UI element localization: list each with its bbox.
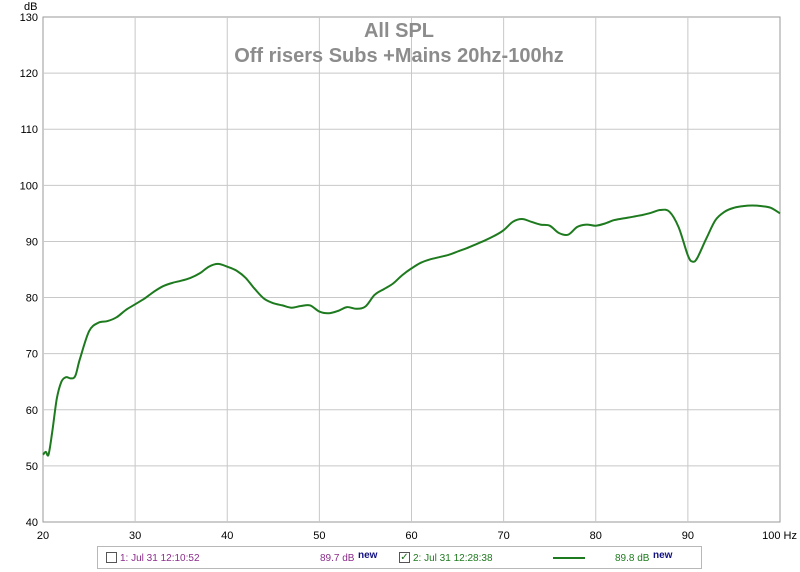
- y-tick-label: 130: [20, 12, 38, 24]
- series1-checkbox[interactable]: [106, 552, 117, 563]
- series2-new-tag: new: [653, 550, 673, 561]
- series2-swatch: [553, 557, 585, 559]
- y-tick-label: 50: [26, 461, 38, 473]
- y-tick-label: 110: [20, 124, 38, 136]
- series-line: [42, 204, 781, 457]
- y-tick-label: 80: [26, 293, 38, 305]
- y-tick-label: 100: [20, 180, 38, 192]
- x-tick-labels: 20 30 40 50 60 70 80 90 100 Hz: [37, 530, 797, 542]
- spl-chart: 40 50 60 70 80 90 100 110 120 130 20 30 40 50 60 70 80 9…: [20, 1, 797, 542]
- chart-title: All SPL: [364, 20, 434, 42]
- legend: 1: Jul 31 12:10:52 89.7 dB new ✓ 2: Jul …: [97, 546, 702, 569]
- y-tick-labels: 40 50 60 70 80 90 100 110 120 130: [20, 12, 38, 529]
- y-tick-label: 40: [26, 517, 38, 529]
- series2-label: 2: Jul 31 12:28:38: [413, 553, 493, 564]
- series1-new-tag: new: [358, 550, 378, 561]
- y-axis-label: dB: [24, 1, 37, 13]
- y-tick-label: 90: [26, 236, 38, 248]
- series1-value: 89.7 dB: [320, 553, 355, 564]
- x-tick-label: 70: [498, 530, 510, 542]
- series2-checkbox[interactable]: ✓: [399, 552, 410, 563]
- x-tick-label: 100 Hz: [762, 530, 797, 542]
- x-tick-label: 20: [37, 530, 49, 542]
- y-tick-label: 120: [20, 68, 38, 80]
- x-tick-label: 90: [682, 530, 694, 542]
- chart-subtitle: Off risers Subs +Mains 20hz-100hz: [234, 45, 564, 67]
- series-layer: [42, 204, 781, 457]
- x-tick-label: 60: [405, 530, 417, 542]
- y-tick-label: 70: [26, 349, 38, 361]
- x-tick-label: 80: [590, 530, 602, 542]
- y-tick-label: 60: [26, 405, 38, 417]
- x-tick-label: 30: [129, 530, 141, 542]
- series1-label: 1: Jul 31 12:10:52: [120, 553, 200, 564]
- x-tick-label: 40: [221, 530, 233, 542]
- x-tick-label: 50: [313, 530, 325, 542]
- series2-value: 89.8 dB: [615, 553, 650, 564]
- grid-lines: [43, 17, 780, 522]
